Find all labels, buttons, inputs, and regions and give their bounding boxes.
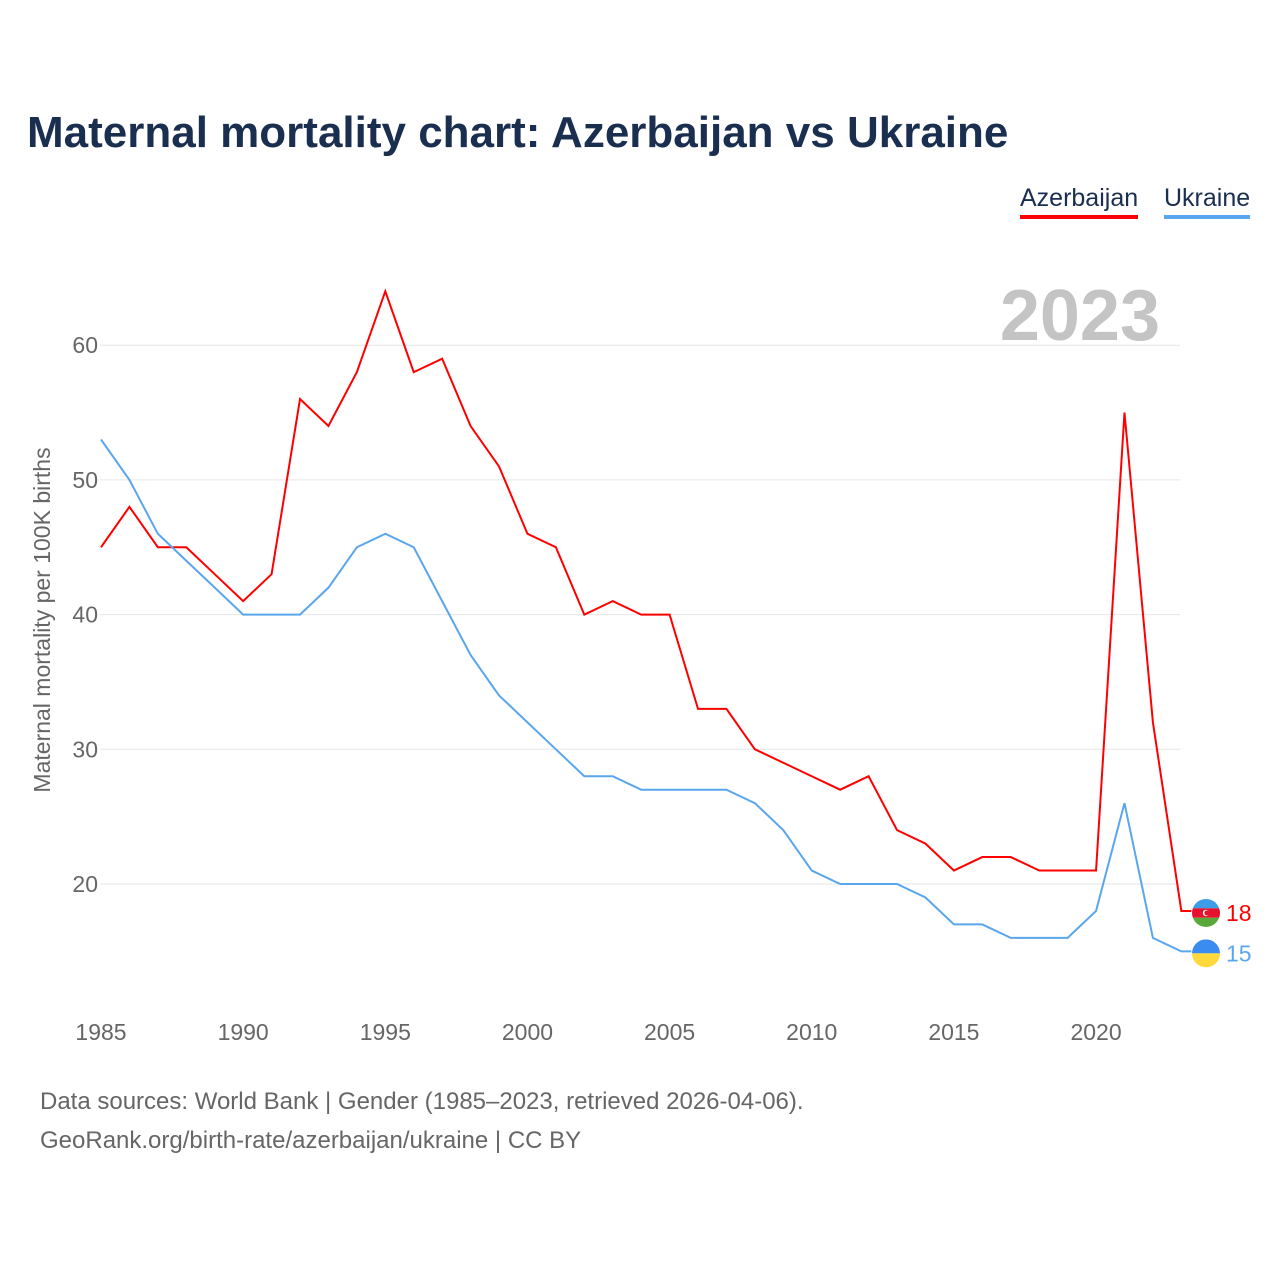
legend-azerbaijan[interactable]: Azerbaijan [1020, 184, 1139, 219]
y-tick-label: 40 [72, 602, 98, 628]
end-value-label: 18 [1226, 900, 1252, 926]
source-line: Data sources: World Bank | Gender (1985–… [40, 1088, 804, 1115]
y-tick-label: 30 [72, 736, 98, 762]
flag-azerbaijan-icon [1192, 898, 1220, 927]
end-value-label: 15 [1226, 940, 1252, 966]
legend-ukraine[interactable]: Ukraine [1164, 184, 1251, 219]
x-tick-label: 2000 [502, 1019, 553, 1045]
flag-ukraine-icon [1192, 939, 1220, 968]
y-tick-label: 60 [72, 332, 98, 358]
x-tick-label: 1995 [360, 1019, 411, 1045]
chart-title: Maternal mortality chart: Azerbaijan vs … [27, 108, 1009, 157]
year-watermark: 2023 [1000, 276, 1160, 356]
y-tick-label: 50 [72, 467, 98, 493]
series-line-ukraine [100, 438, 1192, 953]
x-tick-label: 2010 [786, 1019, 837, 1045]
y-tick-label: 20 [72, 871, 98, 897]
x-tick-label: 1985 [75, 1019, 126, 1045]
source-url: GeoRank.org/birth-rate/azerbaijan/ukrain… [40, 1127, 582, 1154]
x-tick-label: 2015 [928, 1019, 979, 1045]
x-tick-label: 2020 [1070, 1019, 1121, 1045]
x-tick-label: 2005 [644, 1019, 695, 1045]
series-line-azerbaijan [100, 288, 1192, 912]
x-tick-label: 1990 [218, 1019, 269, 1045]
y-axis-label: Maternal mortality per 100K births [29, 447, 55, 792]
